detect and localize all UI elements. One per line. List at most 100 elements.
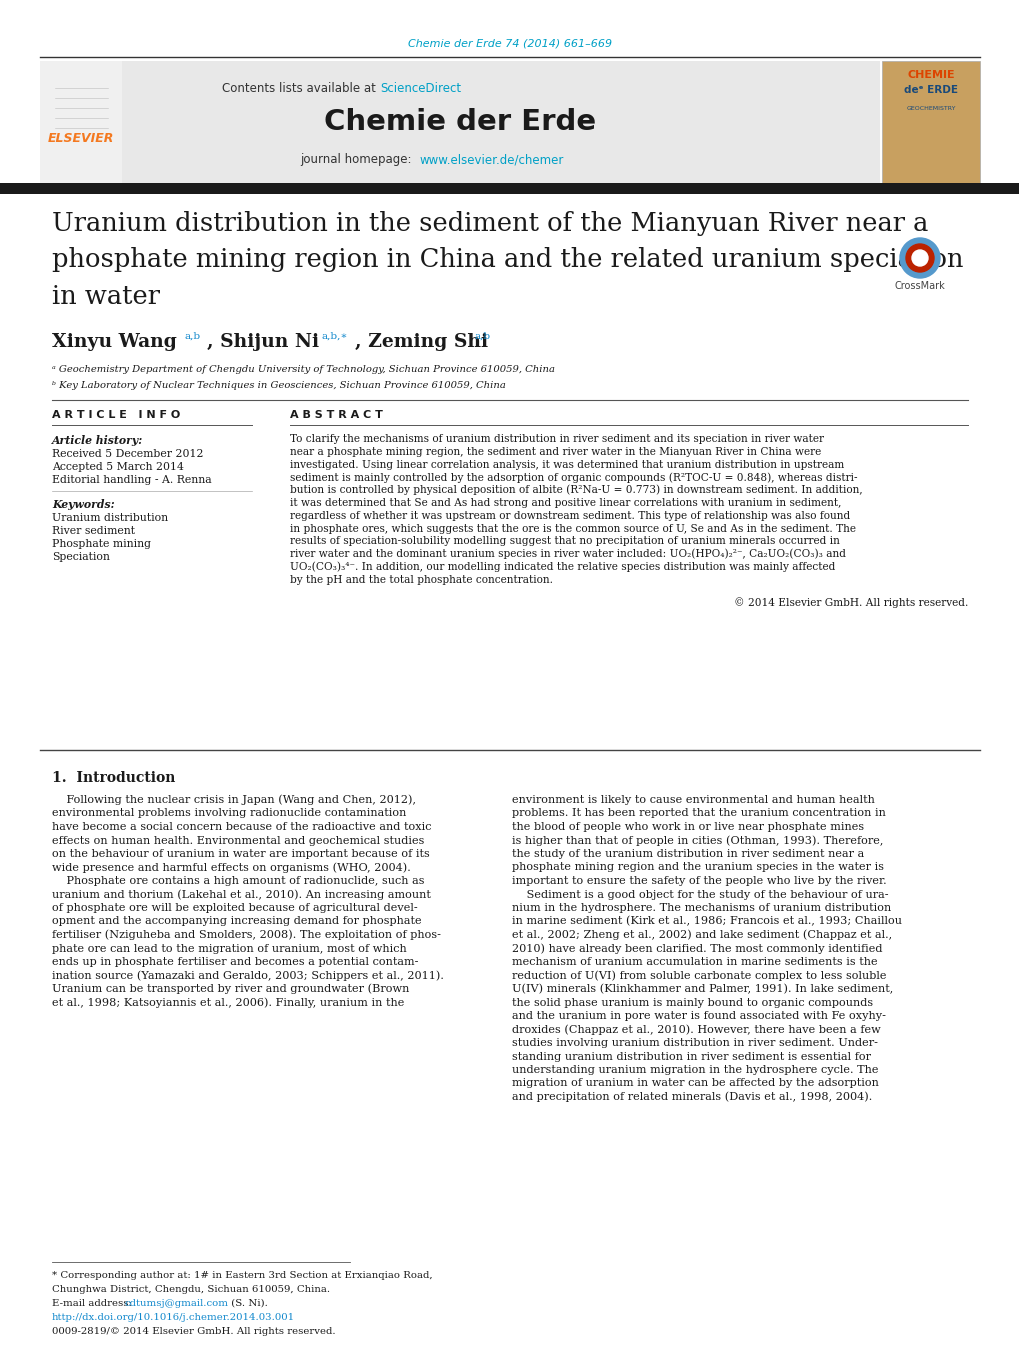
Text: CrossMark: CrossMark — [894, 281, 945, 290]
Text: by the pH and the total phosphate concentration.: by the pH and the total phosphate concen… — [289, 574, 552, 585]
Text: ᵇ Key Laboratory of Nuclear Techniques in Geosciences, Sichuan Province 610059, : ᵇ Key Laboratory of Nuclear Techniques i… — [52, 381, 505, 389]
Text: et al., 2002; Zheng et al., 2002) and lake sediment (Chappaz et al.,: et al., 2002; Zheng et al., 2002) and la… — [512, 929, 892, 940]
Text: of phosphate ore will be exploited because of agricultural devel-: of phosphate ore will be exploited becau… — [52, 902, 417, 913]
Text: fertiliser (Nziguheba and Smolders, 2008). The exploitation of phos-: fertiliser (Nziguheba and Smolders, 2008… — [52, 929, 440, 940]
Text: in phosphate ores, which suggests that the ore is the common source of U, Se and: in phosphate ores, which suggests that t… — [289, 524, 855, 534]
Text: , Zeming Shi: , Zeming Shi — [355, 332, 488, 351]
Text: Following the nuclear crisis in Japan (Wang and Chen, 2012),: Following the nuclear crisis in Japan (W… — [52, 794, 416, 805]
Text: journal homepage:: journal homepage: — [300, 154, 415, 166]
Text: UO₂(CO₃)₃⁴⁻. In addition, our modelling indicated the relative species distribut: UO₂(CO₃)₃⁴⁻. In addition, our modelling … — [289, 562, 835, 573]
Circle shape — [899, 238, 940, 278]
Text: cdtumsj@gmail.com: cdtumsj@gmail.com — [125, 1298, 229, 1308]
Text: ends up in phosphate fertiliser and becomes a potential contam-: ends up in phosphate fertiliser and beco… — [52, 957, 418, 967]
Text: Contents lists available at: Contents lists available at — [222, 81, 380, 95]
Text: (S. Ni).: (S. Ni). — [228, 1298, 268, 1308]
Text: www.elsevier.de/chemer: www.elsevier.de/chemer — [420, 154, 564, 166]
Text: Keywords:: Keywords: — [52, 500, 114, 511]
Text: important to ensure the safety of the people who live by the river.: important to ensure the safety of the pe… — [512, 875, 886, 886]
Text: standing uranium distribution in river sediment is essential for: standing uranium distribution in river s… — [512, 1051, 870, 1062]
Text: investigated. Using linear correlation analysis, it was determined that uranium : investigated. Using linear correlation a… — [289, 459, 844, 470]
Text: understanding uranium migration in the hydrosphere cycle. The: understanding uranium migration in the h… — [512, 1065, 877, 1075]
Text: opment and the accompanying increasing demand for phosphate: opment and the accompanying increasing d… — [52, 916, 421, 927]
Text: Sediment is a good object for the study of the behaviour of ura-: Sediment is a good object for the study … — [512, 889, 888, 900]
Text: phate ore can lead to the migration of uranium, most of which: phate ore can lead to the migration of u… — [52, 943, 407, 954]
Text: effects on human health. Environmental and geochemical studies: effects on human health. Environmental a… — [52, 835, 424, 846]
Text: Speciation: Speciation — [52, 553, 110, 562]
Text: * Corresponding author at: 1# in Eastern 3rd Section at Erxianqiao Road,: * Corresponding author at: 1# in Eastern… — [52, 1271, 432, 1281]
Text: environment is likely to cause environmental and human health: environment is likely to cause environme… — [512, 794, 874, 805]
Text: To clarify the mechanisms of uranium distribution in river sediment and its spec: To clarify the mechanisms of uranium dis… — [289, 434, 823, 444]
Text: mechanism of uranium accumulation in marine sediments is the: mechanism of uranium accumulation in mar… — [512, 957, 876, 967]
Text: Chunghwa District, Chengdu, Sichuan 610059, China.: Chunghwa District, Chengdu, Sichuan 6100… — [52, 1285, 330, 1293]
Text: deᵉ ERDE: deᵉ ERDE — [903, 85, 957, 95]
Text: studies involving uranium distribution in river sediment. Under-: studies involving uranium distribution i… — [512, 1038, 877, 1048]
Circle shape — [905, 245, 933, 272]
Text: a,b,∗: a,b,∗ — [322, 331, 348, 340]
Text: wide presence and harmful effects on organisms (WHO, 2004).: wide presence and harmful effects on org… — [52, 862, 411, 873]
Text: in water: in water — [52, 284, 160, 308]
Text: Received 5 December 2012: Received 5 December 2012 — [52, 449, 204, 459]
Text: is higher than that of people in cities (Othman, 1993). Therefore,: is higher than that of people in cities … — [512, 835, 882, 846]
Text: nium in the hydrosphere. The mechanisms of uranium distribution: nium in the hydrosphere. The mechanisms … — [512, 902, 891, 913]
Text: reduction of U(VI) from soluble carbonate complex to less soluble: reduction of U(VI) from soluble carbonat… — [512, 970, 886, 981]
Text: , Shijun Ni: , Shijun Ni — [207, 332, 319, 351]
Text: in marine sediment (Kirk et al., 1986; Francois et al., 1993; Chaillou: in marine sediment (Kirk et al., 1986; F… — [512, 916, 901, 927]
Text: phosphate mining region and the uranium species in the water is: phosphate mining region and the uranium … — [512, 862, 883, 873]
Text: Accepted 5 March 2014: Accepted 5 March 2014 — [52, 462, 183, 471]
Text: A B S T R A C T: A B S T R A C T — [289, 409, 382, 420]
Text: Uranium distribution in the sediment of the Mianyuan River near a: Uranium distribution in the sediment of … — [52, 212, 927, 236]
Text: the blood of people who work in or live near phosphate mines: the blood of people who work in or live … — [512, 821, 863, 832]
Text: the study of the uranium distribution in river sediment near a: the study of the uranium distribution in… — [512, 848, 863, 859]
Text: migration of uranium in water can be affected by the adsorption: migration of uranium in water can be aff… — [512, 1078, 878, 1089]
Text: on the behaviour of uranium in water are important because of its: on the behaviour of uranium in water are… — [52, 848, 429, 859]
Text: CHEMIE: CHEMIE — [906, 70, 954, 80]
Text: droxides (Chappaz et al., 2010). However, there have been a few: droxides (Chappaz et al., 2010). However… — [512, 1024, 879, 1035]
Text: ᵃ Geochemistry Department of Chengdu University of Technology, Sichuan Province : ᵃ Geochemistry Department of Chengdu Uni… — [52, 366, 554, 374]
Text: river water and the dominant uranium species in river water included: UO₂(HPO₄)₂: river water and the dominant uranium spe… — [289, 549, 845, 559]
Text: Chemie der Erde: Chemie der Erde — [324, 108, 595, 136]
FancyBboxPatch shape — [0, 182, 1019, 195]
Text: Chemie der Erde 74 (2014) 661–669: Chemie der Erde 74 (2014) 661–669 — [408, 38, 611, 49]
Text: the solid phase uranium is mainly bound to organic compounds: the solid phase uranium is mainly bound … — [512, 997, 872, 1008]
Text: a,b: a,b — [184, 331, 201, 340]
Text: phosphate mining region in China and the related uranium speciation: phosphate mining region in China and the… — [52, 247, 963, 273]
Text: problems. It has been reported that the uranium concentration in: problems. It has been reported that the … — [512, 808, 886, 819]
Text: near a phosphate mining region, the sediment and river water in the Mianyuan Riv: near a phosphate mining region, the sedi… — [289, 447, 820, 457]
Text: ination source (Yamazaki and Geraldo, 2003; Schippers et al., 2011).: ination source (Yamazaki and Geraldo, 20… — [52, 970, 443, 981]
Text: Uranium distribution: Uranium distribution — [52, 513, 168, 523]
Circle shape — [911, 250, 927, 266]
Text: Article history:: Article history: — [52, 435, 143, 446]
Text: have become a social concern because of the radioactive and toxic: have become a social concern because of … — [52, 821, 431, 832]
Text: © 2014 Elsevier GmbH. All rights reserved.: © 2014 Elsevier GmbH. All rights reserve… — [733, 597, 967, 608]
Text: a,b: a,b — [475, 331, 490, 340]
Text: it was determined that Se and As had strong and positive linear correlations wit: it was determined that Se and As had str… — [289, 499, 841, 508]
Text: River sediment: River sediment — [52, 526, 135, 536]
Text: 1.  Introduction: 1. Introduction — [52, 771, 175, 785]
Text: Phosphate ore contains a high amount of radionuclide, such as: Phosphate ore contains a high amount of … — [52, 875, 424, 886]
Text: ELSEVIER: ELSEVIER — [48, 131, 114, 145]
Text: 0009-2819/© 2014 Elsevier GmbH. All rights reserved.: 0009-2819/© 2014 Elsevier GmbH. All righ… — [52, 1327, 335, 1336]
FancyBboxPatch shape — [40, 61, 879, 182]
Text: and precipitation of related minerals (Davis et al., 1998, 2004).: and precipitation of related minerals (D… — [512, 1092, 871, 1102]
Text: A R T I C L E   I N F O: A R T I C L E I N F O — [52, 409, 180, 420]
Text: 2010) have already been clarified. The most commonly identified: 2010) have already been clarified. The m… — [512, 943, 881, 954]
Text: GEOCHEMISTRY: GEOCHEMISTRY — [905, 105, 955, 111]
Text: regardless of whether it was upstream or downstream sediment. This type of relat: regardless of whether it was upstream or… — [289, 511, 850, 520]
Text: environmental problems involving radionuclide contamination: environmental problems involving radionu… — [52, 808, 406, 819]
Text: Phosphate mining: Phosphate mining — [52, 539, 151, 549]
Text: et al., 1998; Katsoyiannis et al., 2006). Finally, uranium in the: et al., 1998; Katsoyiannis et al., 2006)… — [52, 997, 404, 1008]
Text: Xinyu Wang: Xinyu Wang — [52, 332, 176, 351]
FancyBboxPatch shape — [881, 61, 979, 182]
Text: bution is controlled by physical deposition of albite (R²Na-U = 0.773) in downst: bution is controlled by physical deposit… — [289, 485, 862, 496]
Text: http://dx.doi.org/10.1016/j.chemer.2014.03.001: http://dx.doi.org/10.1016/j.chemer.2014.… — [52, 1313, 294, 1323]
Text: uranium and thorium (Lakehal et al., 2010). An increasing amount: uranium and thorium (Lakehal et al., 201… — [52, 889, 430, 900]
Text: ScienceDirect: ScienceDirect — [380, 81, 461, 95]
Text: U(IV) minerals (Klinkhammer and Palmer, 1991). In lake sediment,: U(IV) minerals (Klinkhammer and Palmer, … — [512, 984, 893, 994]
Text: sediment is mainly controlled by the adsorption of organic compounds (R²TOC-U = : sediment is mainly controlled by the ads… — [289, 471, 857, 482]
Text: Uranium can be transported by river and groundwater (Brown: Uranium can be transported by river and … — [52, 984, 409, 994]
Text: results of speciation-solubility modelling suggest that no precipitation of uran: results of speciation-solubility modelli… — [289, 536, 839, 546]
Text: E-mail address:: E-mail address: — [52, 1298, 135, 1308]
Text: and the uranium in pore water is found associated with Fe oxyhy-: and the uranium in pore water is found a… — [512, 1011, 886, 1021]
Text: Editorial handling - A. Renna: Editorial handling - A. Renna — [52, 476, 211, 485]
FancyBboxPatch shape — [40, 61, 122, 182]
